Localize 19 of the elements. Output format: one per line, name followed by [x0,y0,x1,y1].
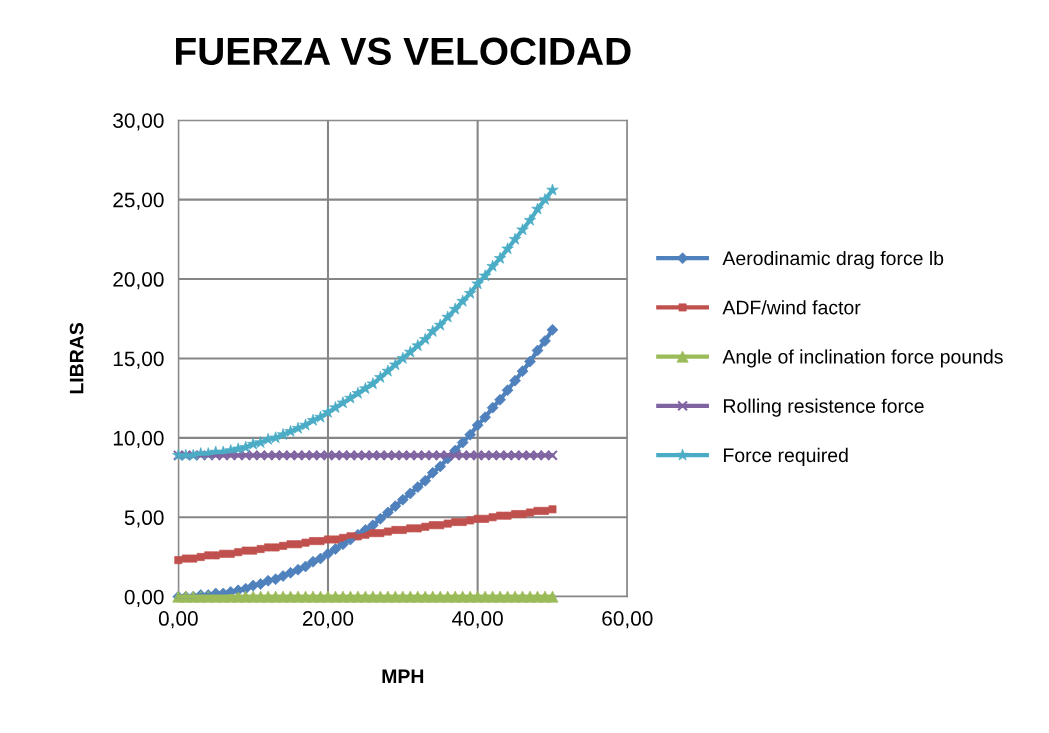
x-tick-label: 40,00 [452,611,503,629]
legend-label: Angle of inclination force pounds [722,349,1003,368]
y-tick-label: 0,00 [124,589,164,607]
y-tick-label: 5,00 [124,510,164,528]
y-tick-label: 10,00 [113,430,164,449]
y-tick-label: 15,00 [113,351,164,369]
x-axis-title: MPH [382,669,424,683]
y-axis-title: LIBRAS [69,323,84,394]
x-tick-label: 0,00 [158,611,198,629]
y-tick-label: 30,00 [113,113,164,131]
y-tick-label: 20,00 [113,272,164,290]
legend-label: Rolling resistence force [724,398,924,417]
chart-title: FUERZA VS VELOCIDAD [176,37,631,66]
y-tick-label: 25,00 [113,192,164,210]
x-tick-label: 60,00 [602,611,653,629]
legend-label: Force required [724,447,848,466]
legend-label: Aerodinamic drag force lb [722,250,944,270]
x-tick-label: 20,00 [302,611,354,629]
legend-label: ADF/wind factor [722,300,861,315]
